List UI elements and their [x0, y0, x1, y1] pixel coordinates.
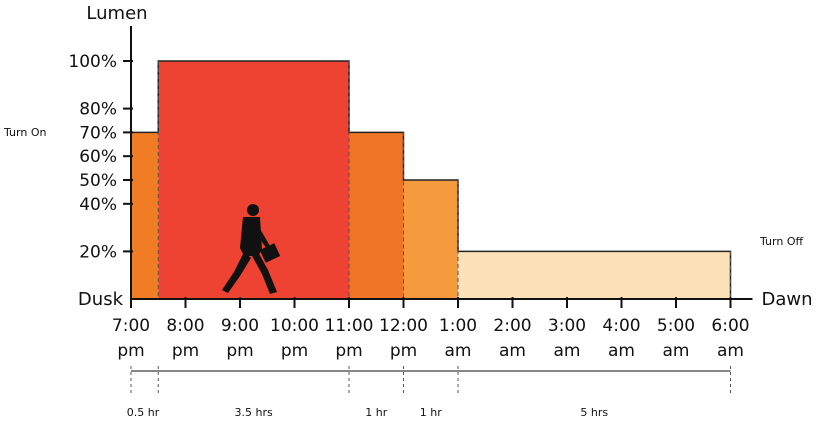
- y-tick-label: 60%: [79, 147, 117, 167]
- turn-on-annotation: Turn On: [3, 126, 46, 139]
- x-tick-label: 8:00: [166, 316, 204, 336]
- x-tick-label: 9:00: [221, 316, 259, 336]
- x-tick-label: 4:00: [602, 316, 640, 336]
- segment-0: [131, 132, 159, 299]
- axes-layer: [130, 26, 753, 300]
- x-tick-label: pm: [335, 341, 362, 361]
- x-tick-label: 1:00: [439, 316, 477, 336]
- x-tick-label: 7:00: [112, 316, 150, 336]
- x-tick-label: am: [717, 341, 744, 361]
- duration-label: 1 hr: [365, 406, 387, 419]
- segment-1: [158, 61, 349, 299]
- x-tick-label: 11:00: [325, 316, 374, 336]
- x-tick-label: 5:00: [657, 316, 695, 336]
- duration-bar: 0.5 hr 3.5 hrs 1 hr 1 hr 5 hrs: [127, 366, 731, 419]
- duration-label: 1 hr: [420, 406, 442, 419]
- y-tick-label: 40%: [79, 195, 117, 215]
- dawn-label: Dawn: [762, 289, 813, 310]
- guides-layer: [157, 61, 731, 299]
- x-tick-label: 2:00: [493, 316, 531, 336]
- y-tick-label: 100%: [68, 52, 117, 72]
- x-ticks: 7:00 pm 8:00 pm 9:00 pm 10:00 pm 11:00 pm 12:00 pm 1…: [112, 297, 750, 361]
- segment-4: [458, 251, 731, 299]
- walking-person-icon: [222, 204, 281, 294]
- x-tick-label: pm: [117, 341, 144, 361]
- x-tick-label: am: [445, 341, 472, 361]
- duration-label: 3.5 hrs: [235, 406, 273, 419]
- y-ticks: 100% 80% 70% 60% 50% 40% 20%: [68, 52, 133, 262]
- x-tick-label: 3:00: [548, 316, 586, 336]
- segment-3: [403, 180, 458, 299]
- x-tick-label: pm: [390, 341, 417, 361]
- duration-label: 5 hrs: [580, 406, 608, 419]
- x-tick-label: 10:00: [270, 316, 319, 336]
- y-axis-title: Lumen: [86, 3, 147, 24]
- x-tick-label: pm: [226, 341, 253, 361]
- x-tick-label: am: [608, 341, 635, 361]
- y-tick-label: 20%: [79, 242, 117, 262]
- y-tick-label: 80%: [79, 100, 117, 120]
- x-tick-label: pm: [172, 341, 199, 361]
- turn-off-annotation: Turn Off: [759, 235, 803, 248]
- y-tick-label: 70%: [79, 123, 117, 143]
- step-outline: [130, 60, 732, 299]
- segments-layer: [130, 60, 732, 299]
- x-tick-label: 6:00: [711, 316, 749, 336]
- dusk-label: Dusk: [78, 289, 124, 310]
- x-tick-label: pm: [281, 341, 308, 361]
- x-tick-label: 12:00: [379, 316, 428, 336]
- segment-2: [349, 132, 404, 299]
- x-tick-label: am: [499, 341, 526, 361]
- duration-label: 0.5 hr: [127, 406, 160, 419]
- y-tick-label: 50%: [79, 171, 117, 191]
- x-tick-label: am: [554, 341, 581, 361]
- x-tick-label: am: [663, 341, 690, 361]
